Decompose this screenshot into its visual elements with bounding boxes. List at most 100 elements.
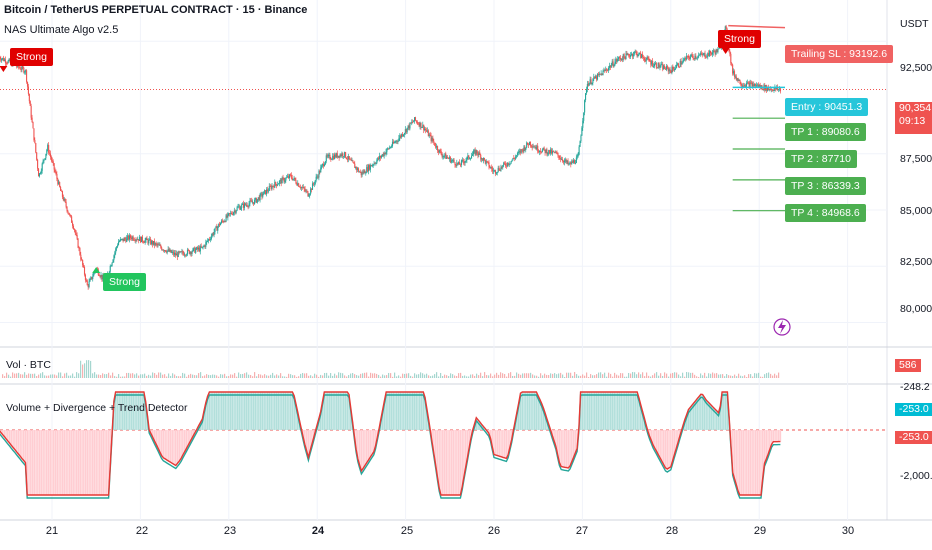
volume-bar bbox=[262, 375, 264, 378]
volume-bar bbox=[148, 374, 150, 378]
volume-bar bbox=[294, 375, 296, 378]
candle-body bbox=[699, 54, 701, 56]
candle-body bbox=[487, 161, 489, 163]
volume-bar bbox=[306, 373, 308, 378]
volume-bar bbox=[462, 375, 464, 378]
candle-body bbox=[316, 176, 318, 178]
candle-body bbox=[768, 89, 770, 90]
candle-body bbox=[285, 177, 287, 181]
volume-bar bbox=[246, 372, 248, 378]
candle-body bbox=[552, 151, 554, 152]
candle-body bbox=[403, 133, 405, 135]
volume-bar bbox=[740, 375, 742, 378]
volume-bar bbox=[16, 373, 18, 378]
indicator-title[interactable]: NAS Ultimate Algo v2.5 bbox=[4, 24, 119, 36]
candle-body bbox=[676, 64, 678, 68]
candle-body bbox=[398, 138, 400, 142]
volume-bar bbox=[756, 373, 758, 378]
candle-body bbox=[617, 59, 619, 62]
volume-bar bbox=[510, 372, 512, 378]
candle-body bbox=[546, 149, 548, 155]
candle-body bbox=[414, 117, 417, 121]
candle-body bbox=[545, 149, 547, 153]
volume-bar bbox=[494, 374, 496, 378]
candle-body bbox=[325, 155, 327, 162]
volume-bar bbox=[284, 376, 286, 378]
volume-bar bbox=[478, 375, 480, 378]
volume-bar bbox=[40, 373, 42, 378]
candle-body bbox=[387, 148, 389, 150]
candle-body bbox=[254, 199, 256, 205]
candle-body bbox=[221, 220, 223, 222]
candle-body bbox=[49, 153, 52, 157]
candle-body bbox=[52, 161, 54, 164]
candle-body bbox=[634, 51, 636, 53]
volume-bar bbox=[552, 373, 554, 378]
volume-bar bbox=[570, 372, 572, 378]
volume-bar bbox=[116, 376, 118, 378]
candle-body bbox=[458, 162, 460, 165]
volume-bar bbox=[264, 374, 266, 378]
volume-bar bbox=[268, 375, 270, 378]
volume-bar bbox=[46, 375, 48, 378]
candle-body bbox=[422, 124, 424, 128]
candle-body bbox=[120, 239, 122, 240]
candle-body bbox=[362, 172, 364, 174]
volume-bar bbox=[742, 376, 744, 378]
candle-body bbox=[593, 76, 595, 80]
candle-body bbox=[203, 245, 205, 247]
volume-pane-title[interactable]: Vol · BTC bbox=[6, 359, 51, 371]
candle-body bbox=[664, 68, 667, 70]
volume-bar bbox=[528, 373, 530, 378]
candle-body bbox=[239, 206, 241, 210]
volume-bar bbox=[186, 376, 188, 378]
volume-bar bbox=[664, 372, 666, 378]
volume-bar bbox=[128, 372, 130, 378]
candle-body bbox=[351, 160, 353, 162]
candle-body bbox=[397, 141, 399, 142]
candle-body bbox=[229, 213, 231, 214]
volume-bar bbox=[136, 373, 138, 378]
volume-bar bbox=[690, 372, 692, 378]
candle-body bbox=[125, 239, 127, 242]
currency-label: USDT bbox=[900, 18, 929, 30]
candle-body bbox=[32, 122, 34, 129]
volume-bar bbox=[454, 375, 456, 378]
volume-bar bbox=[122, 376, 124, 378]
volume-bar bbox=[2, 374, 4, 378]
candle-body bbox=[744, 85, 747, 88]
volume-bar bbox=[772, 375, 774, 378]
candle-body bbox=[249, 200, 251, 204]
volume-bar bbox=[190, 373, 192, 378]
volume-bar bbox=[138, 375, 140, 378]
candle-body bbox=[503, 162, 505, 166]
candle-body bbox=[611, 61, 613, 65]
volume-bar bbox=[674, 372, 676, 378]
candle-body bbox=[307, 191, 309, 197]
candle-body bbox=[608, 65, 611, 68]
candle-body bbox=[258, 197, 260, 201]
candle-body bbox=[752, 84, 754, 87]
candle-body bbox=[141, 236, 143, 242]
candle-body bbox=[420, 122, 422, 128]
candle-body bbox=[364, 170, 366, 174]
time-tick: 30 bbox=[841, 525, 855, 537]
candle-body bbox=[378, 157, 380, 159]
candle-body bbox=[210, 236, 212, 240]
candle-body bbox=[73, 228, 75, 230]
candle-body bbox=[339, 154, 341, 158]
candle-body bbox=[34, 140, 36, 144]
candle-body bbox=[670, 70, 672, 73]
candle-body bbox=[522, 149, 524, 152]
volume-bar bbox=[642, 372, 644, 378]
candle-body bbox=[69, 214, 71, 216]
oscillator-pane-title[interactable]: Volume + Divergence + Trend Detector bbox=[6, 402, 188, 414]
volume-bar bbox=[240, 374, 242, 378]
candle-body bbox=[161, 247, 163, 250]
volume-bar bbox=[244, 373, 246, 378]
candle-body bbox=[135, 239, 137, 241]
candle-body bbox=[462, 160, 464, 162]
candle-body bbox=[121, 238, 123, 240]
candle-body bbox=[130, 237, 132, 240]
